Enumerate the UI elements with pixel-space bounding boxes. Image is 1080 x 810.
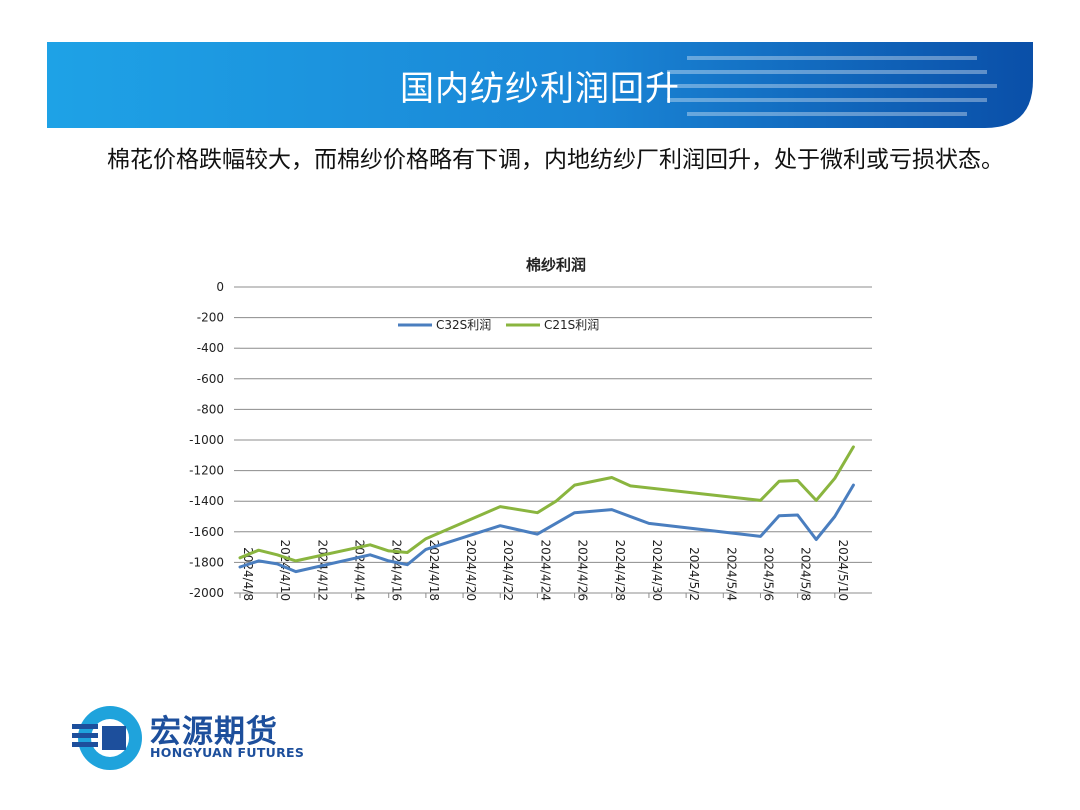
legend-label-1: C32S利润 — [436, 318, 491, 332]
series-line-1 — [238, 483, 855, 574]
x-tick-label: 2024/4/18 — [427, 539, 441, 601]
y-tick-label: -800 — [197, 402, 224, 416]
x-tick-label: 2024/4/20 — [464, 539, 478, 601]
y-tick-label: -2000 — [189, 586, 224, 600]
company-logo: 宏源期货 HONGYUAN FUTURES — [72, 700, 322, 775]
x-tick-label: 2024/4/28 — [613, 539, 627, 601]
x-tick-label: 2024/4/24 — [538, 539, 552, 601]
y-tick-label: -600 — [197, 372, 224, 386]
intro-text: 棉花价格跌幅较大，而棉纱价格略有下调，内地纺纱厂利润回升，处于微利或亏损状态。 — [107, 147, 1004, 173]
x-tick-label: 2024/5/6 — [761, 547, 775, 601]
y-tick-label: 0 — [216, 280, 224, 294]
legend-label-2: C21S利润 — [544, 318, 599, 332]
series-line-2 — [238, 445, 855, 563]
x-tick-label: 2024/4/14 — [353, 539, 367, 601]
y-tick-label: -1200 — [189, 464, 224, 478]
x-tick-label: 2024/4/22 — [501, 539, 515, 601]
y-tick-label: -1800 — [189, 555, 224, 569]
x-tick-label: 2024/5/10 — [836, 539, 850, 601]
x-tick-label: 2024/5/2 — [687, 547, 701, 601]
x-tick-label: 2024/4/16 — [390, 539, 404, 601]
x-tick-label: 2024/4/12 — [315, 539, 329, 601]
x-tick-label: 2024/4/30 — [650, 539, 664, 601]
x-tick-label: 2024/4/8 — [241, 547, 255, 601]
y-tick-label: -1600 — [189, 525, 224, 539]
y-tick-label: -400 — [197, 341, 224, 355]
hongyuan-logo-icon — [72, 706, 142, 770]
y-tick-label: -1400 — [189, 494, 224, 508]
title-banner — [47, 42, 1033, 128]
y-tick-label: -1000 — [189, 433, 224, 447]
chart-title: 棉纱利润 — [526, 256, 586, 274]
slide-title: 国内纺纱利润回升 — [400, 68, 680, 109]
x-tick-label: 2024/5/8 — [799, 547, 813, 601]
x-tick-label: 2024/4/26 — [576, 539, 590, 601]
logo-chinese-name: 宏源期货 — [150, 714, 278, 750]
logo-english-name: HONGYUAN FUTURES — [150, 745, 305, 760]
y-tick-label: -200 — [197, 311, 224, 325]
x-tick-label: 2024/5/4 — [724, 547, 738, 601]
